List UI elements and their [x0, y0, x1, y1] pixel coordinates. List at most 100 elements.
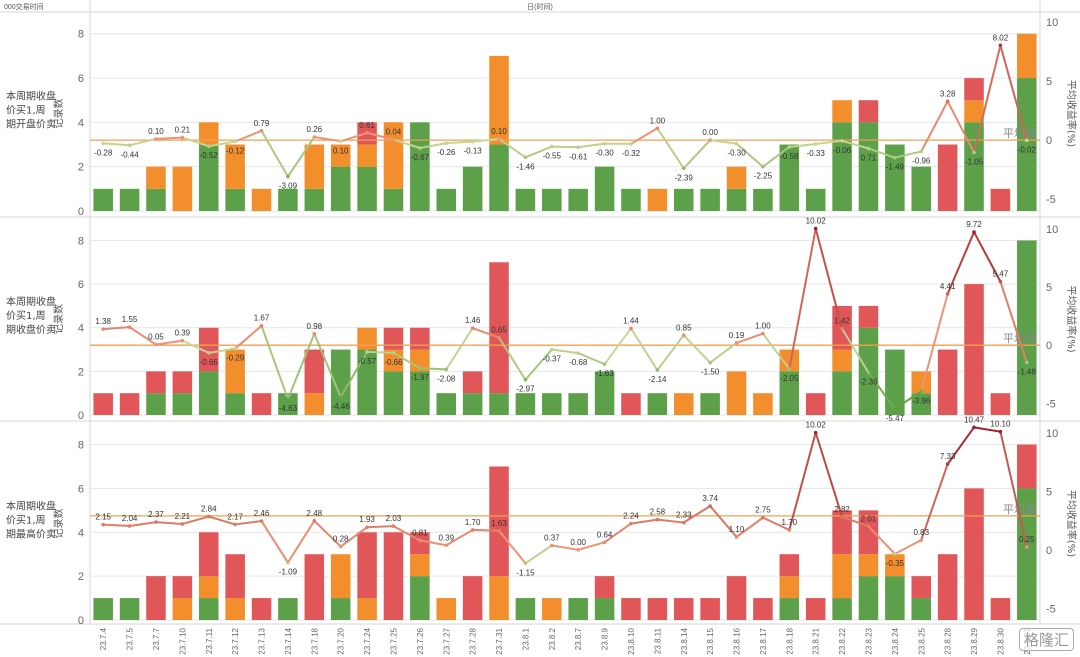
x-tick-label: 23.7.28: [469, 627, 478, 654]
line-segment: [946, 100, 975, 153]
bar-segment-green: [594, 166, 615, 211]
line-point: [761, 331, 765, 336]
line-point: [972, 230, 976, 234]
line-point: [418, 366, 422, 370]
line-segment: [814, 228, 844, 329]
line-point: [286, 560, 290, 565]
line-segment: [894, 539, 922, 555]
line-segment: [762, 146, 790, 168]
line-segment: [524, 544, 553, 565]
data-label: 10.02: [806, 421, 827, 430]
bar-segment-red: [225, 554, 245, 599]
data-label: 2.24: [623, 512, 639, 521]
bar-segment-green: [779, 598, 800, 620]
line-segment: [551, 348, 579, 355]
x-tick-label: 23.7.26: [416, 627, 425, 654]
line-segment: [260, 130, 289, 178]
line-segment: [920, 463, 949, 541]
data-label: -0.96: [912, 156, 931, 165]
line-segment: [735, 142, 764, 168]
bar-segment-red: [357, 532, 377, 599]
data-label: -0.67: [411, 153, 430, 162]
bar-segment-orange: [251, 188, 272, 211]
left-axis-title: 记录数: [52, 509, 65, 539]
line-segment: [709, 342, 738, 364]
bar-segment-red: [937, 144, 958, 211]
line-segment: [260, 520, 289, 564]
line-segment: [735, 516, 764, 538]
bar-segment-red: [1017, 444, 1037, 489]
data-label: 2.46: [254, 509, 270, 518]
line-point: [101, 141, 105, 146]
data-label: 1.46: [465, 316, 481, 325]
line-point: [259, 519, 264, 523]
line-segment: [182, 515, 210, 525]
bar-segment-orange: [726, 371, 747, 415]
data-label: 0.00: [702, 128, 718, 137]
line-segment: [656, 334, 685, 371]
line-point: [391, 524, 396, 528]
data-label: -1.46: [516, 162, 535, 171]
line-point: [233, 346, 237, 351]
right-axis-title: 平均收益率(%): [1065, 285, 1078, 352]
bar-segment-red: [805, 598, 826, 620]
line-segment: [815, 139, 843, 145]
bar-segment-green: [542, 188, 562, 211]
line-point: [470, 139, 475, 144]
data-label: 3.74: [702, 494, 718, 503]
line-segment: [445, 529, 474, 547]
right-tick-label: 0: [1046, 545, 1052, 557]
line-point: [154, 520, 158, 524]
bar-segment-red: [172, 576, 193, 599]
line-point: [550, 347, 554, 352]
bar-segment-green: [515, 188, 536, 211]
data-label: -2.25: [754, 172, 773, 181]
bar-segment-red: [462, 371, 483, 394]
bar-segment-red: [805, 393, 826, 415]
right-tick-label: -5: [1046, 603, 1056, 615]
average-label: 平均值: [1003, 127, 1036, 140]
line-segment: [867, 372, 896, 410]
right-tick-label: 5: [1046, 76, 1052, 88]
line-point: [945, 462, 950, 466]
line-segment: [525, 145, 553, 159]
bar-segment-green: [568, 188, 588, 211]
data-label: -1.09: [279, 568, 298, 577]
bar-segment-red: [937, 349, 958, 415]
data-label: -2.05: [780, 374, 799, 383]
line-point: [497, 335, 501, 340]
data-label: 0.26: [307, 125, 323, 134]
line-point: [972, 425, 976, 430]
line-point: [602, 540, 607, 545]
line-point: [998, 279, 1003, 284]
data-label: 10.02: [806, 217, 827, 226]
bar-segment-green: [146, 393, 166, 415]
data-label: 2.82: [834, 505, 850, 514]
bar-segment-red: [911, 576, 932, 599]
line-segment: [683, 505, 711, 524]
bar-segment-red: [700, 598, 720, 620]
line-segment: [498, 138, 526, 159]
line-point: [919, 149, 924, 154]
bar-segment-green: [621, 188, 641, 211]
data-label: 1.55: [122, 315, 138, 324]
line-segment: [894, 150, 922, 159]
bar-segment-red: [198, 532, 219, 577]
line-point: [154, 137, 158, 141]
line-point: [206, 144, 211, 149]
line-segment: [314, 136, 341, 143]
line-segment: [683, 139, 711, 170]
bar-segment-green: [462, 393, 483, 415]
bar-segment-green: [357, 166, 377, 211]
data-label: -1.49: [886, 163, 905, 172]
bar-segment-orange: [330, 554, 351, 599]
x-tick-label: 23.8.2: [548, 627, 557, 650]
data-label: -4.63: [279, 404, 298, 413]
bar-segment-orange: [357, 327, 377, 350]
x-tick-label: 23.8.7: [574, 627, 583, 650]
line-segment: [524, 348, 553, 381]
bar-segment-green: [594, 371, 615, 415]
line-point: [127, 524, 132, 528]
